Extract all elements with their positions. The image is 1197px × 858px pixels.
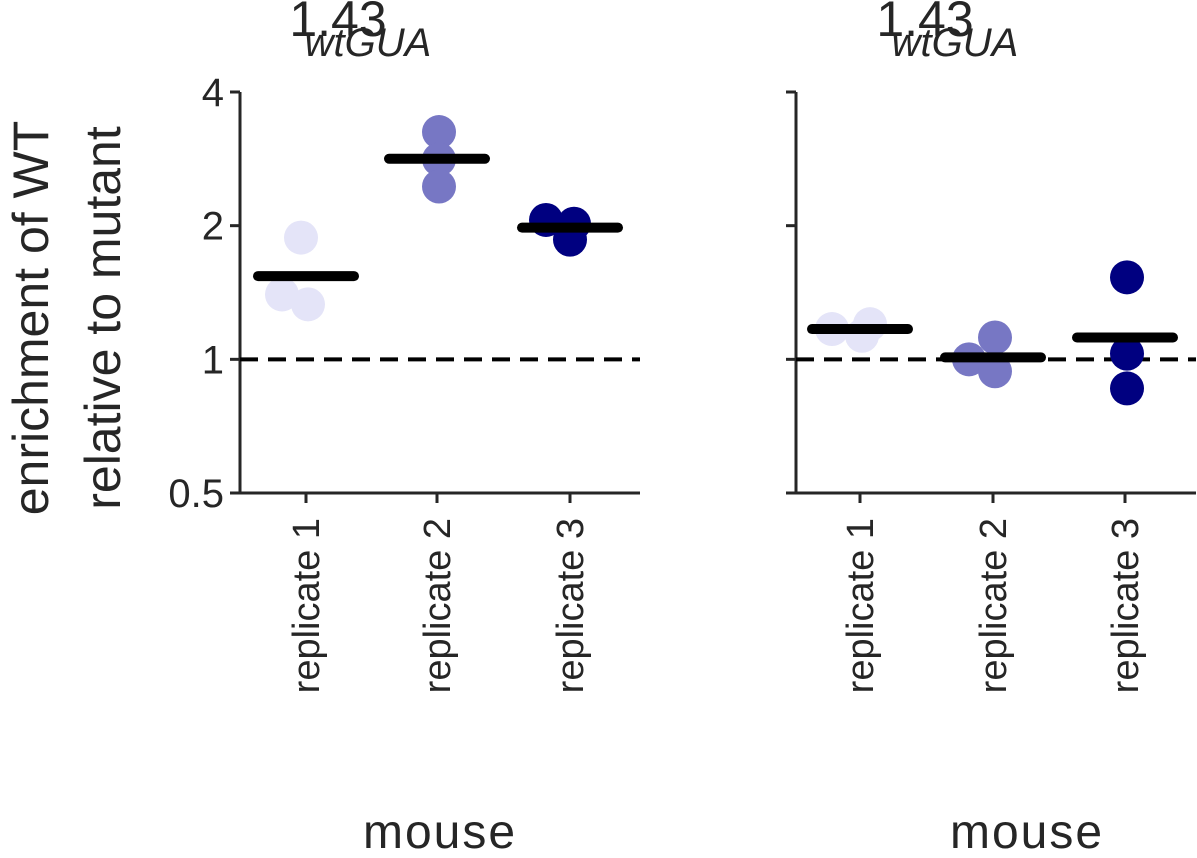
panel-subtitle-1: wtGUA [305, 21, 432, 65]
y-axis-label-line-2: relative to mutant [75, 126, 131, 510]
x-axis-label-2: mouse [950, 806, 1104, 858]
y-axis-label: enrichment of WT relative to mutant [3, 121, 131, 516]
data-point-2-3-2 [1110, 336, 1144, 371]
y-tick-label-1-2: 2 [202, 205, 224, 249]
x-tick-label-2-3: replicate 3 [1105, 518, 1147, 693]
panel-title-1: 1.43 [289, 0, 386, 47]
x-tick-label-2-2: replicate 2 [973, 518, 1015, 693]
data-point-1-1-1 [284, 220, 318, 255]
data-point-2-3-3 [1110, 371, 1144, 406]
x-tick-label-2-1: replicate 1 [840, 518, 882, 693]
y-tick-label-1-0.5: 0.5 [168, 472, 224, 516]
x-tick-label-1-2: replicate 2 [417, 518, 459, 693]
y-axis-label-line-1: enrichment of WT [3, 121, 59, 516]
panel-subtitle-2: wtGUA [892, 21, 1019, 65]
x-tick-label-1-1: replicate 1 [286, 518, 328, 693]
data-point-1-1-3 [291, 287, 325, 322]
data-point-1-2-3 [422, 169, 456, 204]
x-tick-label-1-3: replicate 3 [550, 518, 592, 693]
y-tick-label-1-4: 4 [202, 71, 224, 115]
data-point-2-2-3 [978, 354, 1012, 389]
data-point-1-1-2 [265, 277, 299, 312]
panel-title-2: 1.43 [876, 0, 973, 47]
data-point-2-3-1 [1110, 260, 1144, 295]
data-point-1-2-1 [422, 115, 456, 150]
data-point-2-1-3 [845, 318, 879, 353]
data-point-2-2-2 [978, 320, 1012, 355]
y-tick-label-1-1: 1 [202, 338, 224, 382]
x-axis-label-1: mouse [363, 806, 517, 858]
